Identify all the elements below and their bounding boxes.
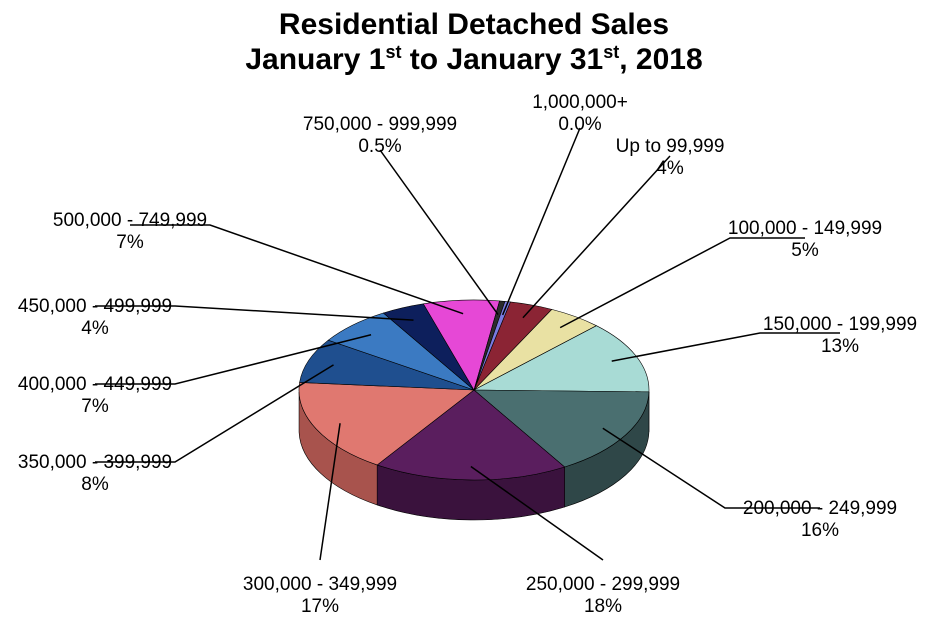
- pie-slice-label-pct: 7%: [0, 396, 195, 418]
- pie-slice-label: 200,000 - 249,99916%: [720, 498, 920, 542]
- pie-slice-label-pct: 0.5%: [280, 136, 480, 158]
- pie-slice-label-pct: 7%: [30, 232, 230, 254]
- pie-slice-label-range: 500,000 - 749,999: [30, 210, 230, 232]
- pie-slice-label-range: 100,000 - 149,999: [705, 218, 905, 240]
- pie-slice-label-range: 750,000 - 999,999: [280, 114, 480, 136]
- pie-slice-label-range: 450,000 - 499,999: [0, 296, 195, 318]
- pie-slice-label: 1,000,000+0.0%: [480, 92, 680, 136]
- pie-slice-label: 450,000 - 499,9994%: [0, 296, 195, 340]
- pie-slice-label-pct: 16%: [720, 520, 920, 542]
- pie-slice-label-pct: 4%: [570, 158, 770, 180]
- pie-slice-label: 750,000 - 999,9990.5%: [280, 114, 480, 158]
- pie-slice-label: 150,000 - 199,99913%: [740, 314, 940, 358]
- pie-slice-label-pct: 13%: [740, 336, 940, 358]
- pie-slice-label-pct: 18%: [503, 596, 703, 618]
- pie-slice-label-pct: 17%: [220, 596, 420, 618]
- pie-slice-label-pct: 0.0%: [480, 114, 680, 136]
- pie-slice-label-pct: 8%: [0, 474, 195, 496]
- pie-slice-label-range: 400,000 - 449,999: [0, 374, 195, 396]
- pie-slice-label: 400,000 - 449,9997%: [0, 374, 195, 418]
- pie-slice-label: 100,000 - 149,9995%: [705, 218, 905, 262]
- pie-slice-label: Up to 99,9994%: [570, 136, 770, 180]
- pie-slice-label-range: 200,000 - 249,999: [720, 498, 920, 520]
- pie-slice-label-range: 350,000 - 399,999: [0, 452, 195, 474]
- pie-slice-label-range: 250,000 - 299,999: [503, 574, 703, 596]
- pie-slice-label: 500,000 - 749,9997%: [30, 210, 230, 254]
- pie-slice-label: 300,000 - 349,99917%: [220, 574, 420, 618]
- pie-slice-label-pct: 5%: [705, 240, 905, 262]
- pie-slice-label-pct: 4%: [0, 318, 195, 340]
- pie-slice-label: 350,000 - 399,9998%: [0, 452, 195, 496]
- pie-slice-label-range: 1,000,000+: [480, 92, 680, 114]
- pie-slice-label-range: Up to 99,999: [570, 136, 770, 158]
- pie-slice-label-range: 300,000 - 349,999: [220, 574, 420, 596]
- pie-slice-label: 250,000 - 299,99918%: [503, 574, 703, 618]
- pie-slice-label-range: 150,000 - 199,999: [740, 314, 940, 336]
